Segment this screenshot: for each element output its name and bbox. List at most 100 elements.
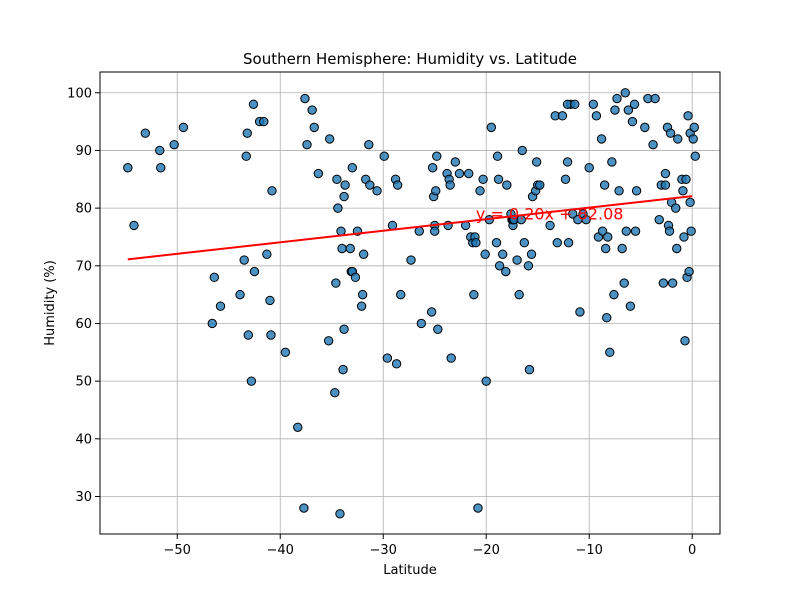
data-point: [584, 163, 594, 173]
data-point: [640, 122, 650, 133]
data-point: [391, 359, 402, 369]
data-point: [683, 111, 693, 121]
data-point: [324, 134, 335, 144]
data-point: [501, 266, 511, 277]
data-point: [552, 238, 562, 248]
data-point: [364, 139, 374, 150]
data-point: [330, 387, 340, 398]
data-point: [688, 134, 698, 144]
data-point: [679, 232, 689, 242]
data-point: [300, 93, 310, 104]
data-point: [612, 93, 622, 104]
data-point: [246, 376, 257, 386]
data-point: [629, 99, 640, 109]
data-point: [332, 174, 342, 184]
data-point: [667, 278, 678, 288]
data-point: [262, 249, 272, 259]
regression-line: [127, 195, 693, 261]
y-tick-label: 80: [75, 202, 92, 217]
data-point: [648, 139, 658, 150]
data-point: [614, 186, 624, 196]
data-point: [650, 93, 660, 104]
y-tick-label: 70: [75, 259, 92, 274]
data-point: [450, 157, 461, 167]
data-points: [123, 88, 700, 519]
data-point: [471, 238, 481, 248]
data-point: [365, 180, 375, 190]
regression-line-group: [127, 195, 693, 261]
x-tick-label: −50: [164, 543, 191, 558]
data-point: [619, 278, 629, 288]
data-point: [414, 226, 424, 236]
data-point: [607, 157, 617, 167]
data-point: [243, 330, 254, 340]
data-point: [514, 289, 524, 300]
data-point: [660, 168, 671, 179]
y-tick-label: 90: [75, 144, 92, 159]
data-point: [350, 272, 361, 283]
data-point: [535, 180, 545, 190]
data-point: [610, 105, 620, 115]
data-point: [684, 266, 694, 277]
data-point: [356, 301, 367, 311]
data-point: [690, 151, 700, 161]
data-point: [432, 151, 442, 161]
data-point: [623, 105, 634, 115]
data-point: [445, 180, 455, 190]
data-point: [512, 255, 522, 265]
data-point: [631, 186, 642, 196]
data-point: [660, 180, 671, 190]
data-point: [426, 307, 437, 317]
data-point: [454, 168, 465, 179]
data-point: [473, 503, 483, 513]
axis-ticks: −50 −40 −30 −20 −10 0 30 40 50 60 70 80 90 100: [67, 86, 696, 558]
data-point: [605, 347, 615, 358]
data-point: [531, 157, 542, 167]
data-point: [302, 139, 312, 150]
data-point: [602, 313, 612, 323]
data-point: [492, 151, 503, 161]
data-point: [169, 139, 179, 150]
data-point: [481, 376, 491, 386]
data-point: [265, 295, 275, 306]
data-point: [280, 347, 291, 358]
data-point: [625, 301, 636, 311]
data-point: [464, 168, 474, 179]
data-point: [430, 226, 440, 236]
data-point: [372, 186, 382, 196]
data-point: [129, 220, 139, 231]
data-point: [313, 168, 324, 179]
data-point: [339, 191, 349, 202]
data-point: [248, 99, 259, 109]
data-point: [335, 509, 345, 519]
x-tick-label: −30: [370, 543, 397, 558]
data-point: [562, 157, 573, 167]
data-point: [345, 243, 355, 254]
data-point: [524, 364, 535, 375]
data-point: [630, 226, 641, 236]
plot-area-frame: [99, 71, 721, 535]
data-point: [215, 301, 226, 311]
y-tick-label: 30: [75, 490, 92, 505]
data-point: [673, 134, 683, 144]
data-point: [596, 134, 607, 144]
data-point: [392, 180, 403, 190]
data-point: [620, 88, 630, 98]
data-point: [140, 128, 151, 138]
data-point: [519, 238, 530, 248]
data-point: [178, 122, 189, 133]
data-point: [379, 151, 389, 161]
data-point: [347, 163, 358, 173]
data-point: [617, 243, 627, 254]
data-point: [267, 186, 277, 196]
grid-lines: [100, 72, 720, 534]
data-point: [323, 336, 334, 346]
data-point: [358, 249, 369, 259]
data-point: [357, 289, 368, 300]
data-point: [681, 174, 691, 184]
data-point: [309, 122, 319, 133]
data-point: [665, 128, 676, 138]
data-point: [494, 261, 505, 271]
data-point: [678, 186, 688, 196]
